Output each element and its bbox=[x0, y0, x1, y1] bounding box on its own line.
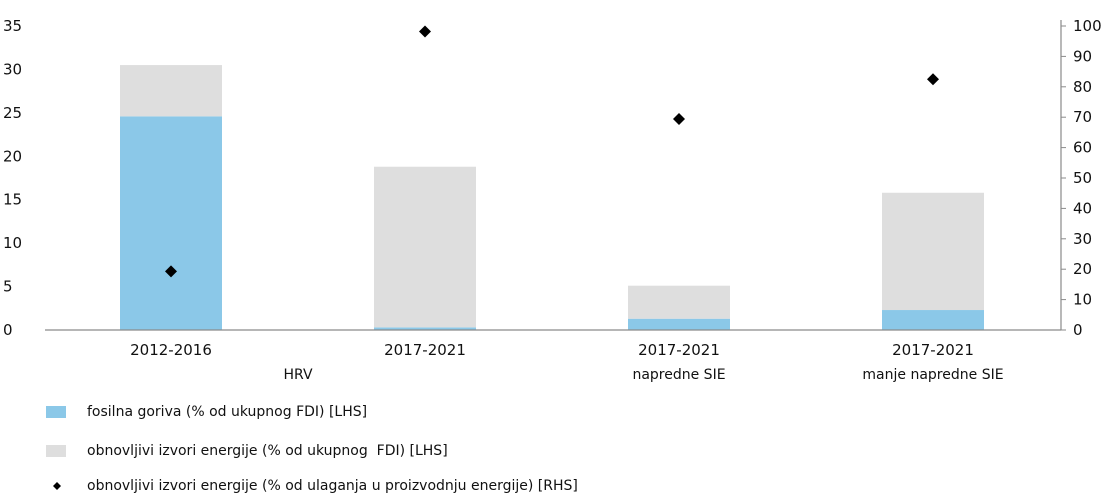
right-y-tick-label: 0 bbox=[1073, 321, 1083, 339]
left-y-tick-label: 5 bbox=[3, 278, 13, 296]
x-category-label: 2012-2016 bbox=[130, 341, 212, 359]
legend-swatch-2 bbox=[53, 482, 61, 490]
right-y-tick-label: 80 bbox=[1073, 78, 1092, 96]
bar-segment-fossil-0 bbox=[120, 116, 222, 331]
bars-layer bbox=[120, 65, 984, 331]
right-y-tick-label: 60 bbox=[1073, 139, 1092, 157]
left-y-tick-label: 35 bbox=[3, 17, 22, 35]
x-group-label: napredne SIE bbox=[632, 367, 725, 383]
legend-label-0: fosilna goriva (% od ukupnog FDI) [LHS] bbox=[87, 404, 367, 420]
left-y-tick-label: 25 bbox=[3, 104, 22, 122]
bar-segment-renewable-1 bbox=[374, 166, 476, 328]
x-category-label: 2017-2021 bbox=[892, 341, 974, 359]
left-y-tick-label: 0 bbox=[3, 321, 13, 339]
bar-segment-renewable-0 bbox=[120, 65, 222, 117]
legend-label-2: obnovljivi izvori energije (% od ulaganj… bbox=[87, 478, 578, 494]
right-y-tick-label: 90 bbox=[1073, 47, 1092, 65]
right-y-tick-label: 10 bbox=[1073, 291, 1092, 309]
right-y-tick-label: 50 bbox=[1073, 169, 1092, 187]
right-y-tick-label: 70 bbox=[1073, 108, 1092, 126]
left-y-tick-label: 10 bbox=[3, 234, 22, 252]
bar-segment-fossil-3 bbox=[882, 310, 984, 330]
left-y-tick-label: 15 bbox=[3, 191, 22, 209]
diamond-point-2 bbox=[673, 113, 685, 126]
legend: fosilna goriva (% od ukupnog FDI) [LHS] o… bbox=[46, 404, 578, 494]
x-category-label: 2017-2021 bbox=[384, 341, 466, 359]
x-group-label: manje napredne SIE bbox=[862, 367, 1003, 383]
points-layer bbox=[165, 25, 939, 278]
axes-layer: 0 5 10 15 20 25 30 35 0 10 20 30 40 50 60 70 80 90 100 bbox=[3, 17, 1102, 339]
legend-label-1: obnovljivi izvori energije (% od ukupnog… bbox=[87, 443, 448, 459]
labels-layer: 2012-2016 HRV 2017-2021 2017-2021 napredne S… bbox=[130, 341, 1003, 383]
left-y-tick-label: 30 bbox=[3, 60, 22, 78]
bar-segment-fossil-2 bbox=[628, 318, 730, 330]
right-y-tick-label: 30 bbox=[1073, 230, 1092, 248]
x-category-label: 2017-2021 bbox=[638, 341, 720, 359]
legend-swatch-0 bbox=[46, 406, 66, 418]
bar-segment-renewable-3 bbox=[882, 192, 984, 311]
right-y-tick-label: 100 bbox=[1073, 17, 1102, 35]
x-group-label: HRV bbox=[283, 367, 312, 383]
right-y-tick-label: 40 bbox=[1073, 199, 1092, 217]
diamond-point-1 bbox=[419, 25, 431, 38]
right-y-tick-label: 20 bbox=[1073, 260, 1092, 278]
left-y-tick-label: 20 bbox=[3, 147, 22, 165]
diamond-point-3 bbox=[927, 73, 939, 86]
bar-segment-fossil-1 bbox=[374, 327, 476, 330]
legend-swatch-1 bbox=[46, 445, 66, 457]
diamond-point-0 bbox=[165, 265, 177, 278]
bar-segment-renewable-2 bbox=[628, 285, 730, 319]
